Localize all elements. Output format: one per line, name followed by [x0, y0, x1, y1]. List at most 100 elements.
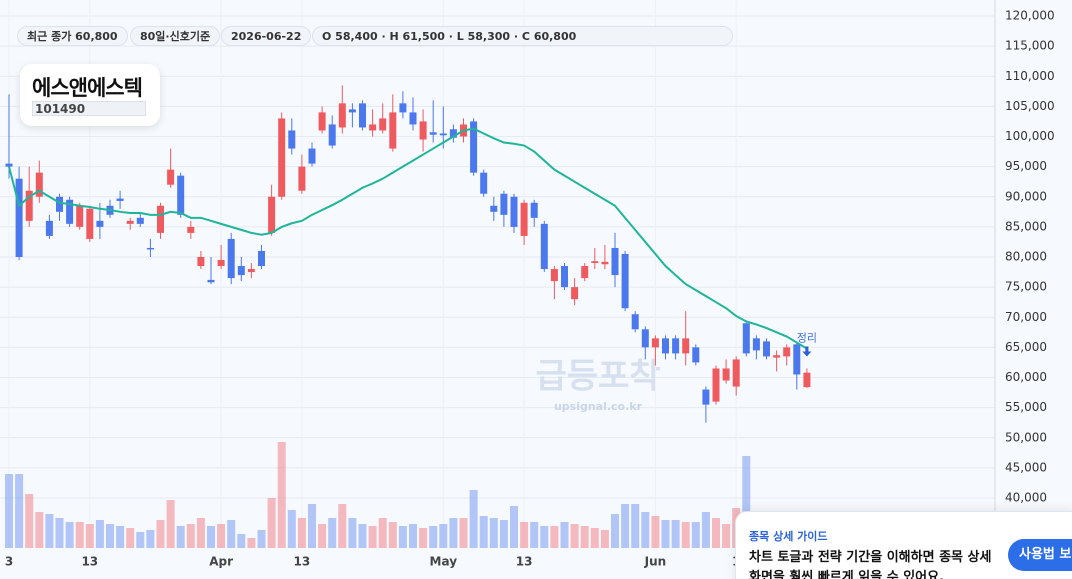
y-tick-label: 100,000 — [1005, 129, 1055, 143]
candle-body — [237, 266, 245, 276]
candle-body — [641, 329, 649, 348]
volume-bar — [176, 526, 185, 548]
candle-body — [5, 163, 13, 167]
volume-bar — [570, 524, 579, 548]
volume-bar — [499, 520, 508, 548]
volume-bar — [95, 520, 104, 548]
volume-bar — [328, 518, 337, 548]
volume-bar — [75, 522, 84, 548]
y-tick-label: 115,000 — [1005, 39, 1055, 53]
candle-body — [763, 341, 770, 357]
candle-body — [449, 129, 457, 138]
candle-body — [752, 338, 760, 351]
candle-body — [227, 238, 235, 279]
candle-body — [783, 347, 791, 357]
candle-body — [318, 112, 326, 131]
candle-body — [96, 220, 104, 227]
candle-body — [530, 202, 538, 218]
candle-body — [712, 368, 720, 402]
y-tick-label: 85,000 — [1005, 219, 1047, 233]
volume-bar — [146, 530, 155, 548]
candle-body — [338, 103, 346, 128]
volume-bar — [530, 522, 539, 548]
guide-button[interactable]: 사용법 보기 — [1008, 539, 1072, 571]
volume-bar — [338, 504, 347, 548]
candle-body — [56, 196, 63, 212]
chip: 80일·신호기준 — [130, 26, 221, 46]
volume-bar — [409, 524, 417, 548]
volume-bar — [308, 504, 316, 548]
volume-bar — [65, 522, 74, 548]
candle-body — [167, 169, 175, 185]
volume-bar — [449, 518, 458, 548]
candle-body — [540, 223, 548, 270]
candle-body — [651, 338, 659, 348]
candle-body — [86, 208, 94, 239]
volume-bar — [388, 522, 397, 548]
watermark: 급등포착 — [535, 357, 660, 397]
volume-bar — [186, 524, 195, 548]
volume-bar — [25, 494, 34, 548]
candle-body — [197, 257, 205, 267]
volume-bar — [156, 520, 165, 548]
volume-bar — [479, 516, 488, 548]
y-tick-label: 70,000 — [1005, 310, 1047, 324]
candle-body — [550, 269, 558, 282]
volume-bar — [5, 474, 13, 548]
y-tick-label: 90,000 — [1005, 189, 1047, 203]
volume-bar — [136, 532, 145, 548]
volume-bar — [287, 510, 296, 548]
candle-body — [520, 202, 528, 236]
candle-body — [672, 338, 680, 354]
volume-bar — [600, 530, 609, 548]
candle-body — [692, 347, 700, 363]
candle-body — [682, 338, 690, 354]
candle-body — [803, 372, 811, 388]
y-tick-label: 110,000 — [1005, 69, 1055, 83]
candle-body — [217, 260, 225, 267]
candle-body — [702, 389, 710, 405]
volume-bar — [631, 504, 640, 548]
chip: 2026-06-22 — [221, 26, 312, 46]
stock-name: 에스앤에스텍 — [32, 76, 143, 100]
candle-body — [500, 193, 508, 215]
candle-body — [490, 205, 498, 212]
y-tick-label: 120,000 — [1005, 9, 1055, 23]
volume-bar — [126, 528, 135, 548]
candle-body — [581, 266, 589, 279]
volume-bar — [671, 520, 680, 548]
candle-body — [631, 314, 639, 330]
volume-bar — [590, 528, 599, 548]
candle-body — [571, 287, 579, 300]
volume-bar — [641, 512, 650, 548]
x-tick-label: 3 — [5, 555, 13, 569]
candle-body — [732, 359, 740, 387]
y-tick-label: 45,000 — [1005, 460, 1047, 474]
volume-bar — [651, 516, 660, 548]
y-tick-label: 95,000 — [1005, 159, 1047, 173]
volume-bar — [742, 456, 751, 548]
volume-bar — [318, 524, 327, 548]
volume-bar — [398, 526, 407, 548]
annotation-arrow — [802, 346, 812, 357]
volume-bar — [469, 490, 478, 548]
x-tick-label: Apr — [209, 555, 233, 569]
candle-body — [379, 118, 387, 131]
volume-bar — [15, 474, 24, 548]
candle-body — [298, 166, 306, 191]
chip: O 58,400 · H 61,500 · L 58,300 · C 60,80… — [312, 26, 733, 46]
guide-title: 종목 상세 가이드 — [749, 530, 828, 543]
candle-body — [389, 112, 397, 149]
candle-body — [793, 344, 801, 375]
ma-line — [8, 127, 808, 350]
candle-body — [328, 124, 336, 146]
candle-body — [268, 196, 276, 233]
volume-bar — [691, 522, 700, 548]
y-tick-label: 50,000 — [1005, 430, 1047, 444]
x-tick-label: 13 — [516, 555, 533, 569]
volume-bar — [489, 518, 498, 548]
volume-bar — [45, 514, 54, 548]
volume-bar — [520, 522, 529, 548]
candle-body — [258, 250, 265, 267]
y-tick-label: 65,000 — [1005, 340, 1047, 354]
